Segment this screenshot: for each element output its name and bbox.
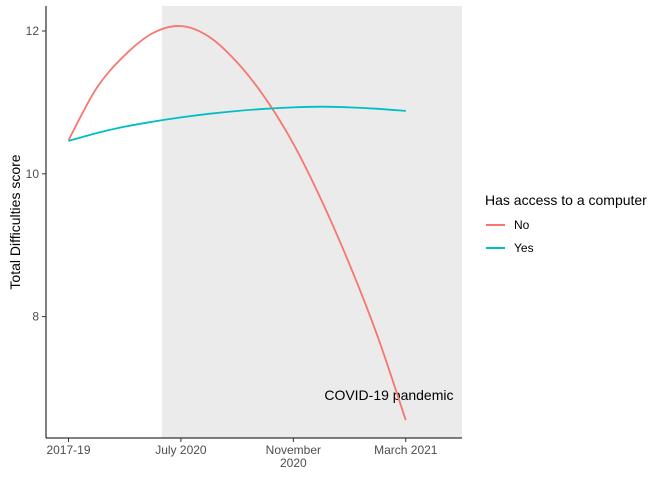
covid-shaded-region xyxy=(161,6,462,438)
legend-title: Has access to a computer xyxy=(485,192,647,208)
covid-annotation: COVID-19 pandemic xyxy=(324,387,453,403)
legend-label-no: No xyxy=(514,218,530,232)
series-line-no xyxy=(67,25,407,421)
legend-label-yes: Yes xyxy=(514,241,534,255)
plot-panel: COVID-19 pandemic 8 10 12 2017-19 July 2020… xyxy=(26,6,462,470)
y-axis-title: Total Difficulties score xyxy=(7,154,23,289)
x-ticks: 2017-19 July 2020 November 2020 March 2021 xyxy=(46,438,438,470)
y-tick-label: 10 xyxy=(26,167,40,181)
series-line-yes xyxy=(68,105,406,142)
x-tick-label: July 2020 xyxy=(155,443,207,457)
legend-items: No Yes xyxy=(486,218,534,255)
y-tick-label: 12 xyxy=(26,24,40,38)
x-tick-label: November 2020 xyxy=(266,443,321,470)
legend-item: No xyxy=(486,218,530,232)
y-tick-label: 8 xyxy=(32,310,39,324)
legend-item: Yes xyxy=(486,241,534,255)
y-ticks: 8 10 12 xyxy=(26,24,46,324)
x-tick-label: 2017-19 xyxy=(46,443,90,457)
legend: Has access to a computer No Yes xyxy=(485,192,647,255)
series-layer xyxy=(67,25,407,421)
x-tick-label: March 2021 xyxy=(374,443,438,457)
